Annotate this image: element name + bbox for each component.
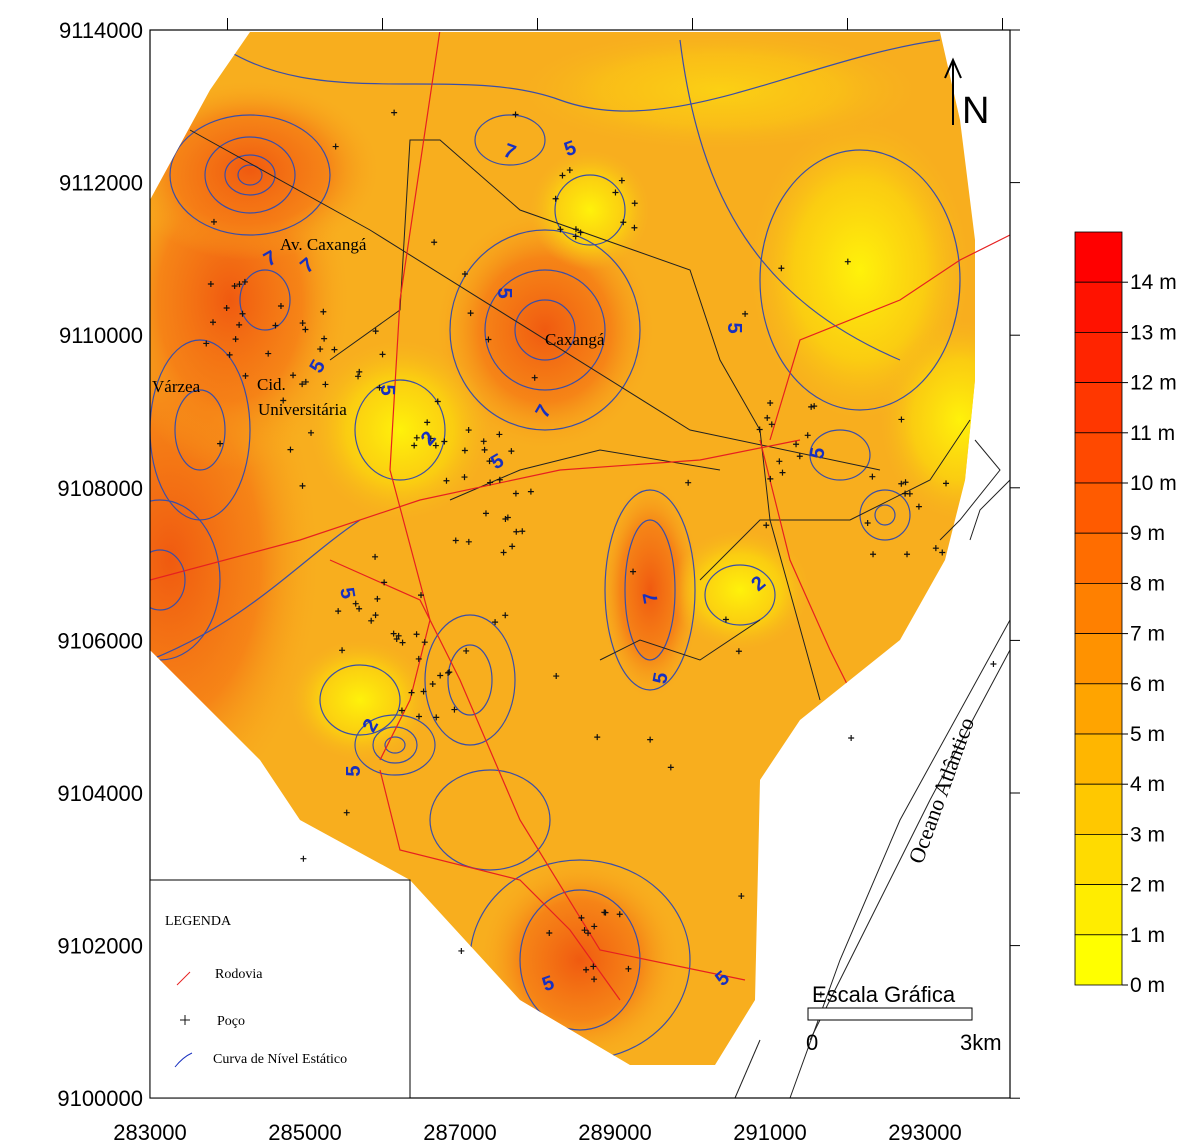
well-marker <box>848 735 854 741</box>
x-axis-label: 287000 <box>423 1120 496 1145</box>
contour-label: 5 <box>343 765 365 776</box>
colorbar-label: 5 m <box>1130 723 1165 746</box>
scale-bar: Escala Gráfica 0 3km <box>806 982 1002 1055</box>
colorbar-bin <box>1075 332 1122 382</box>
scale-title: Escala Gráfica <box>812 982 956 1007</box>
place-label: Av. Caxangá <box>280 235 367 254</box>
colorbar-label: 7 m <box>1130 623 1165 646</box>
colorbar-label: 0 m <box>1130 974 1165 997</box>
colorbar-bin <box>1075 834 1122 884</box>
ocean-label: Oceano Atlântico <box>903 714 979 867</box>
colorbar-bin <box>1075 885 1122 935</box>
place-label: Universitária <box>258 400 347 419</box>
y-axis-label: 9108000 <box>57 476 143 501</box>
colorbar-label: 2 m <box>1130 874 1165 897</box>
legend-item: Poço <box>217 1014 245 1029</box>
contour-label: 5 <box>376 384 398 395</box>
colorbar-label: 13 m <box>1130 321 1177 344</box>
colorbar-label: 14 m <box>1130 271 1177 294</box>
y-axis-label: 9106000 <box>57 628 143 653</box>
colorbar-bin <box>1075 684 1122 734</box>
y-axis-label: 9102000 <box>57 934 143 959</box>
place-label: Caxangá <box>545 330 605 349</box>
colorbar-label: 4 m <box>1130 773 1165 796</box>
x-axis-label: 291000 <box>733 1120 806 1145</box>
colorbar-label: 10 m <box>1130 472 1177 495</box>
contour-label: 5 <box>493 287 515 298</box>
colorbar-bin <box>1075 533 1122 583</box>
y-axis-label: 9112000 <box>59 171 143 196</box>
y-axis-label: 9104000 <box>57 781 143 806</box>
colorbar-label: 6 m <box>1130 673 1165 696</box>
legend-item: Curva de Nível Estático <box>213 1052 347 1067</box>
colorbar-bin <box>1075 634 1122 684</box>
legend-item: Rodovia <box>215 967 263 982</box>
map-figure: 75775555257525752555 9114000911200091100… <box>0 0 1189 1147</box>
legend: LEGENDA Rodovia Poço Curva de Nível Está… <box>150 880 410 1098</box>
colorbar-label: 8 m <box>1130 572 1165 595</box>
y-axis-label: 9100000 <box>57 1086 143 1111</box>
place-label: Várzea <box>152 377 201 396</box>
scale-end: 3km <box>960 1030 1002 1055</box>
colorbar-bin <box>1075 784 1122 834</box>
north-label: N <box>962 90 989 132</box>
place-label: Cid. <box>257 375 286 394</box>
y-axis-label: 9110000 <box>59 323 143 348</box>
scale-start: 0 <box>806 1030 818 1055</box>
colorbar-label: 3 m <box>1130 823 1165 846</box>
colorbar-bin <box>1075 282 1122 332</box>
legend-title: LEGENDA <box>165 914 232 929</box>
colorbar-bin <box>1075 935 1122 985</box>
x-axis-label: 293000 <box>888 1120 961 1145</box>
colorbar-label: 12 m <box>1130 372 1177 395</box>
colorbar-label: 11 m <box>1130 422 1175 445</box>
well-marker <box>300 856 306 862</box>
colorbar-label: 1 m <box>1130 924 1165 947</box>
well-marker <box>458 948 464 954</box>
x-axis-label: 285000 <box>268 1120 341 1145</box>
x-axis-label: 289000 <box>578 1120 651 1145</box>
contour-label: 5 <box>723 322 745 333</box>
y-axis-label: 9114000 <box>59 18 143 43</box>
colorbar-bin <box>1075 734 1122 784</box>
x-axis-label: 283000 <box>113 1120 186 1145</box>
colorbar-bin <box>1075 433 1122 483</box>
colorbar-bin <box>1075 583 1122 633</box>
colorbar-label: 9 m <box>1130 522 1165 545</box>
well-marker <box>990 661 996 667</box>
colorbar-bin <box>1075 483 1122 533</box>
colorbar-bin <box>1075 232 1122 282</box>
colorbar-bin <box>1075 383 1122 433</box>
